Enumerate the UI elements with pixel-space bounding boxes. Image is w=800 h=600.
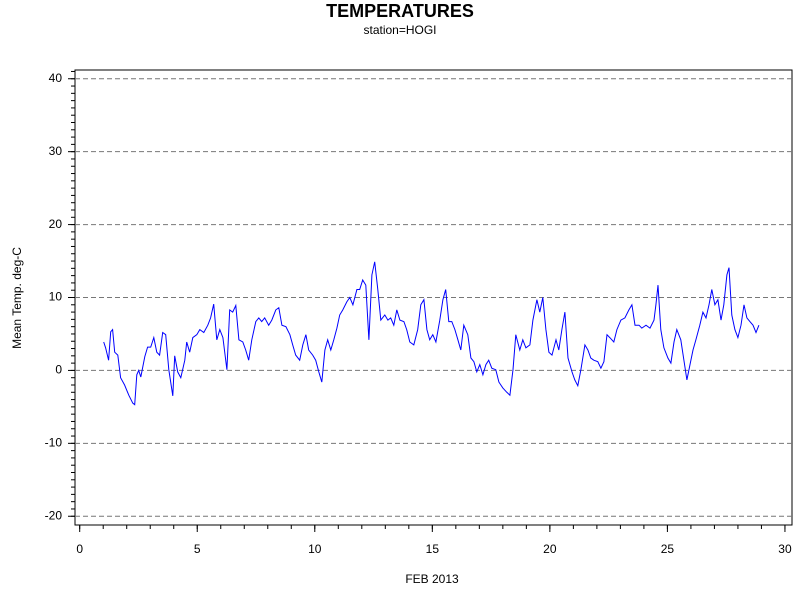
x-tick-label: 5: [194, 542, 201, 556]
x-tick-label: 25: [661, 542, 675, 556]
chart-title: TEMPERATURES: [326, 1, 474, 21]
y-tick-label: 20: [49, 217, 63, 231]
y-tick-label: 0: [55, 363, 62, 377]
line-series: [103, 261, 760, 406]
x-tick-label: 15: [426, 542, 440, 556]
y-tick-label: -10: [45, 436, 63, 450]
x-tick-label: 30: [778, 542, 792, 556]
x-tick-label: 0: [76, 542, 83, 556]
y-tick-label: 30: [49, 144, 63, 158]
y-axis-label: Mean Temp. deg-C: [10, 247, 24, 349]
y-tick-label: -20: [45, 508, 63, 522]
chart-subtitle: station=HOGI: [363, 23, 436, 37]
x-tick-label: 10: [308, 542, 322, 556]
x-tick-label: 20: [543, 542, 557, 556]
y-tick-label: 40: [49, 71, 63, 85]
x-axis-label: FEB 2013: [405, 572, 459, 586]
y-tick-label: 10: [49, 290, 63, 304]
